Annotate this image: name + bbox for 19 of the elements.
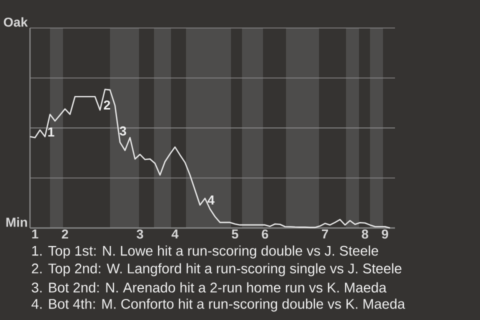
text: Min	[6, 217, 27, 227]
annotation: 1	[48, 128, 54, 136]
text: 2. Top 2nd: W. Langford hit a run-scoring single vs J. Steele	[32, 263, 402, 276]
x-tick-label: 8	[362, 230, 368, 239]
x-tick-label: 9	[382, 230, 388, 239]
x-tick-label: 5	[232, 230, 238, 239]
text: 1. Top 1st: N. Lowe hit a run-scoring double vs J. Steele	[32, 245, 378, 258]
text: 4. Bot 4th: M. Conforto hit a run-scoring double vs K. Maeda	[32, 298, 406, 312]
text: 3. Bot 2nd: N. Arenado hit a 2-run home run vs K. Maeda	[32, 282, 387, 293]
x-tick-label: 7	[322, 230, 328, 238]
x-tick-label: 3	[136, 230, 144, 239]
annotation: 3	[120, 126, 126, 136]
text: Oak	[4, 17, 28, 27]
x-tick-label: 4	[172, 230, 179, 238]
x-tick-label: 1	[32, 230, 38, 238]
x-tick-label: 2	[62, 230, 68, 239]
annotation: 2	[104, 100, 110, 110]
x-tick-label: 6	[262, 230, 268, 239]
annotation: 4	[208, 196, 215, 204]
